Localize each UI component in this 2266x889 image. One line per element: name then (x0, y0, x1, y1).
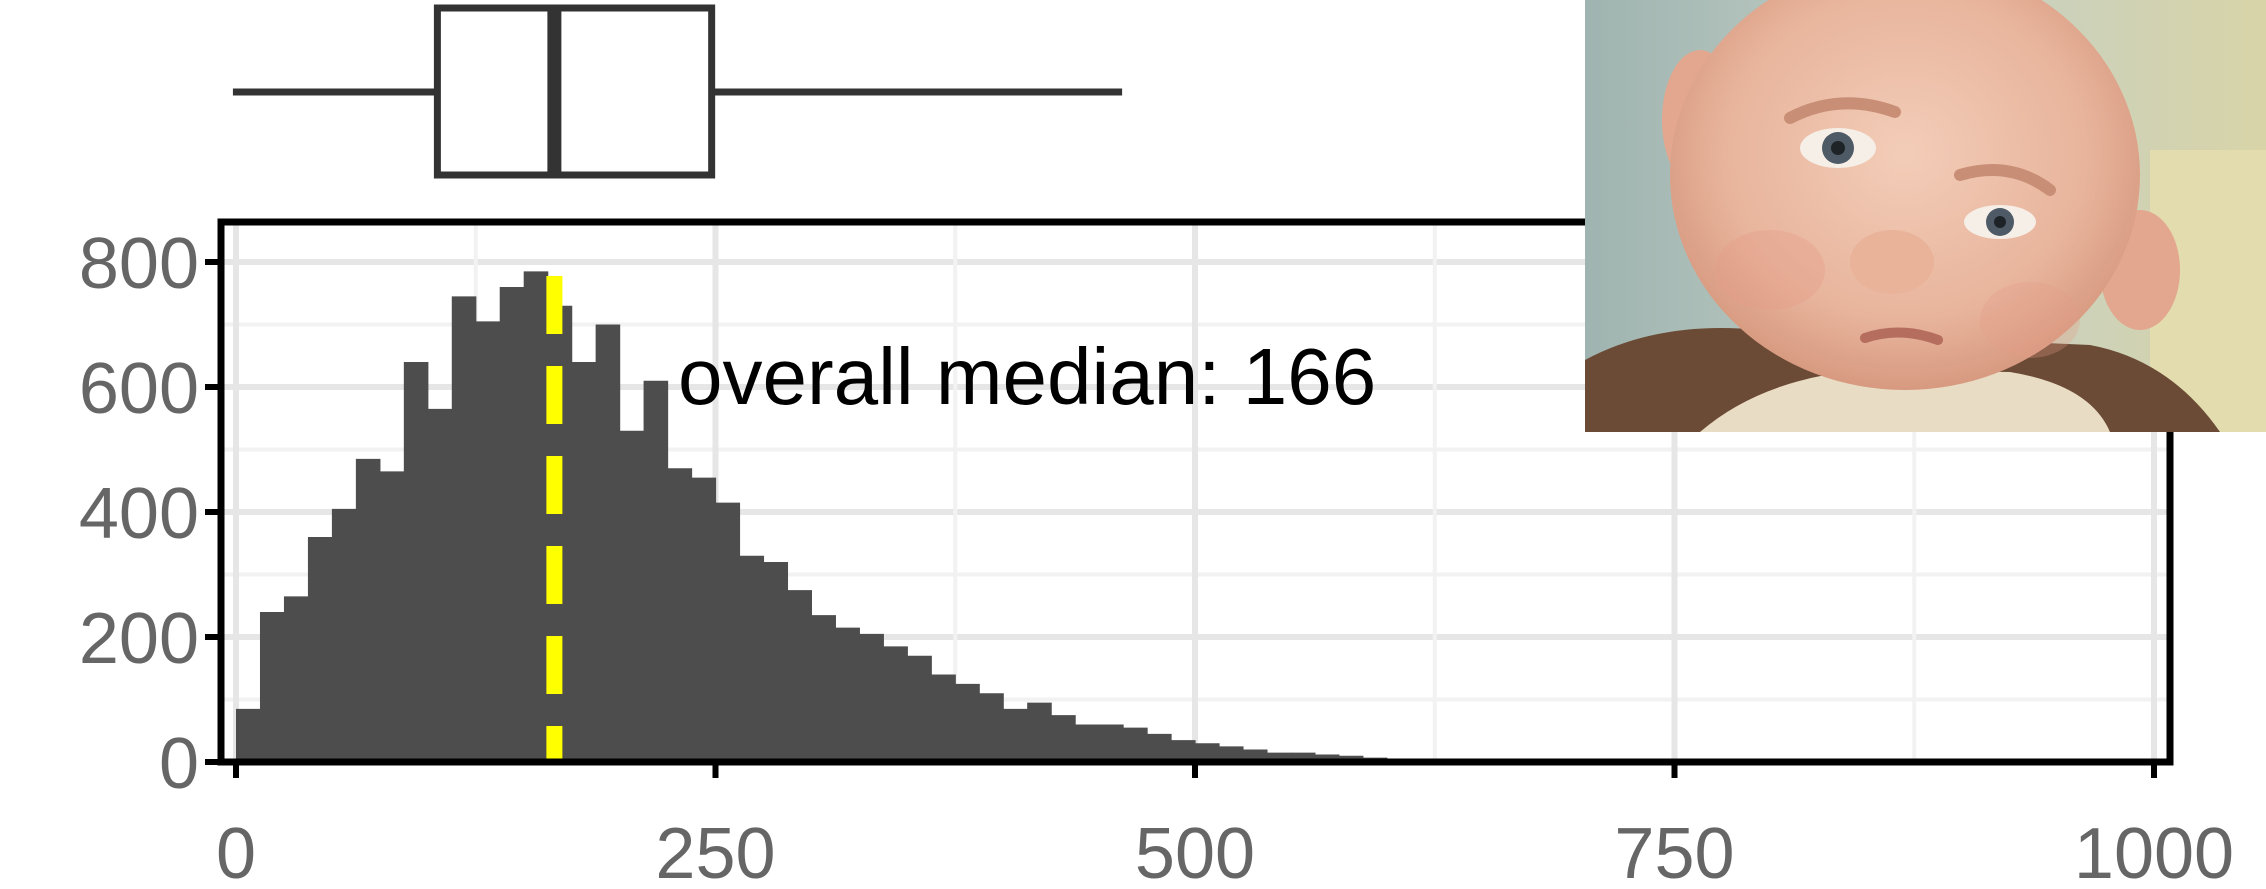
histogram-bar (403, 362, 429, 762)
histogram-bar (835, 627, 860, 762)
y-tick-label: 0 (159, 724, 199, 804)
histogram-bar (331, 508, 357, 762)
y-tick-label: 800 (79, 224, 199, 304)
histogram-bar (691, 477, 717, 762)
histogram-bar (1051, 715, 1076, 762)
x-tick-label: 500 (1135, 814, 1255, 889)
histogram-bar (931, 674, 956, 762)
histogram-bar (715, 502, 741, 762)
histogram-bar (355, 458, 381, 762)
histogram-bar (259, 612, 285, 762)
histogram-bar (475, 321, 501, 762)
histogram-bar (595, 324, 621, 762)
histogram-bar (955, 683, 980, 762)
boxplot-box (433, 4, 716, 179)
y-axis: 0 200 400 600 800 (79, 224, 221, 804)
x-tick-label: 0 (216, 814, 256, 889)
histogram-bar (859, 633, 884, 762)
histogram-bar (811, 615, 836, 762)
histogram-bar (379, 471, 405, 762)
reaction-photo (1585, 0, 2266, 432)
x-tick-label: 250 (655, 814, 775, 889)
histogram-bar (1218, 746, 1244, 762)
histogram-bar (1171, 740, 1196, 762)
x-tick-label: 750 (1614, 814, 1734, 889)
histogram-bar (523, 271, 549, 762)
histogram-bar (667, 468, 693, 762)
histogram-bar (1290, 752, 1316, 762)
histogram-bar (1123, 727, 1148, 762)
y-tick-label: 400 (79, 474, 199, 554)
x-tick-label: 1000 (2074, 814, 2234, 889)
histogram-bar (499, 287, 525, 762)
histogram-bar (427, 408, 453, 762)
histogram-bar (1266, 752, 1292, 762)
histogram-bar (1147, 733, 1172, 762)
histogram-bar (1195, 743, 1220, 762)
histogram-bar (571, 362, 597, 762)
histogram-bar (1003, 708, 1028, 762)
y-tick-label: 200 (79, 599, 199, 679)
histogram-bar (236, 708, 261, 762)
histogram-bar (1099, 724, 1124, 762)
histogram-bar (739, 555, 765, 762)
histogram-bar (283, 596, 309, 762)
histogram-bar (451, 296, 477, 762)
histogram-bar (619, 430, 645, 762)
histogram-bar (1075, 724, 1100, 762)
histogram-bar (979, 693, 1004, 762)
histogram-bar (763, 562, 789, 762)
histogram-bar (1314, 754, 1340, 762)
histogram-bars (236, 271, 1508, 762)
median-annotation: overall median: 166 (678, 332, 1376, 421)
boxplot (232, 4, 1123, 179)
histogram-bar (907, 655, 932, 762)
x-axis: 0 250 500 750 1000 (216, 762, 2234, 889)
histogram-bar (643, 380, 669, 762)
histogram-bar (787, 590, 812, 762)
histogram-bar (307, 537, 333, 762)
histogram-bar (883, 646, 908, 762)
histogram-bar (1027, 702, 1052, 762)
y-tick-label: 600 (79, 349, 199, 429)
